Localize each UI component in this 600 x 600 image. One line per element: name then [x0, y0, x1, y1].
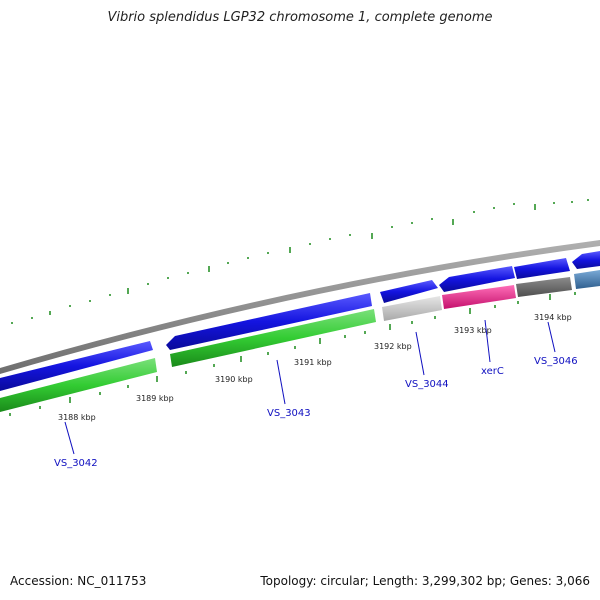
cds-arrow	[166, 293, 372, 350]
genome-backbone	[0, 240, 600, 374]
kbp-label: 3189 kbp	[136, 394, 174, 403]
kbp-label: 3194 kbp	[534, 313, 572, 322]
gene-label-xerc[interactable]: xerC	[481, 366, 504, 377]
gene-feature-pink	[442, 285, 516, 309]
kbp-label: 3188 kbp	[58, 413, 96, 422]
cds-arrow	[0, 341, 153, 391]
rna-feature	[0, 358, 157, 412]
outer-tick-ring	[11, 199, 589, 324]
cds-arrow	[439, 266, 515, 292]
cds-arrow	[380, 280, 438, 303]
gene-feature-grey	[382, 296, 442, 321]
map-title: Vibrio splendidus LGP32 chromosome 1, co…	[107, 10, 493, 25]
gene-feature-steel	[574, 270, 600, 289]
gene-label-vs3046[interactable]: VS_3046	[534, 356, 578, 367]
gene-label-vs3044[interactable]: VS_3044	[405, 379, 449, 390]
topology-text: Topology: circular; Length: 3,299,302 bp…	[260, 574, 590, 588]
forward-strand-cds	[0, 251, 600, 391]
kbp-label: 3193 kbp	[454, 326, 492, 335]
kbp-label: 3190 kbp	[215, 375, 253, 384]
kbp-label: 3191 kbp	[294, 358, 332, 367]
reverse-strand-features	[0, 270, 600, 412]
rna-feature	[170, 309, 376, 367]
inner-tick-marks	[9, 292, 576, 416]
gene-feature-dark	[516, 277, 572, 297]
kbp-scale: 3188 kbp 3189 kbp 3190 kbp 3191 kbp 3192…	[58, 313, 572, 422]
gene-label-vs3042[interactable]: VS_3042	[54, 458, 98, 469]
gene-label-leaders	[64, 319, 556, 455]
kbp-label: 3192 kbp	[374, 342, 412, 351]
gene-label-vs3043[interactable]: VS_3043	[267, 408, 311, 419]
accession-text: Accession: NC_011753	[10, 574, 147, 588]
cds-arrow	[514, 258, 570, 279]
gene-labels: VS_3042 VS_3043 VS_3044 xerC VS_3046	[54, 356, 578, 469]
cds-arrow	[572, 251, 600, 269]
